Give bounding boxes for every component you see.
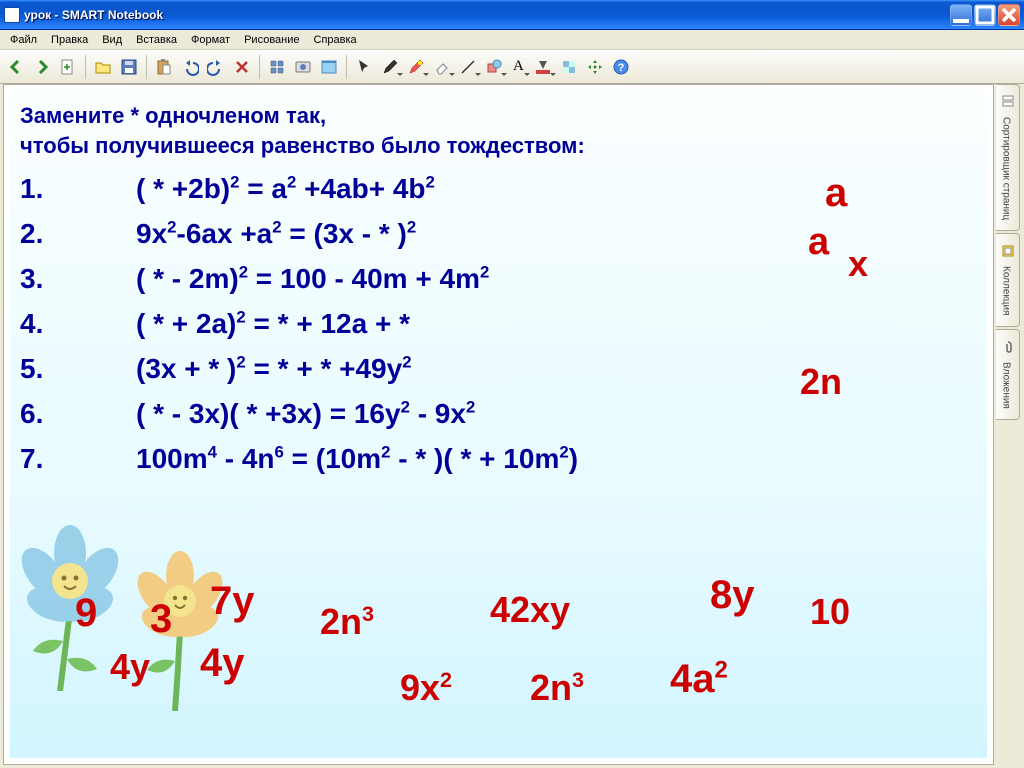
equation-row[interactable]: 2.9x2-6ax +a2 = (3x - * )2 bbox=[20, 218, 416, 250]
delete-button[interactable] bbox=[230, 55, 254, 79]
equation-row[interactable]: 6.( * - 3x)( * +3x) = 16y2 - 9x2 bbox=[20, 398, 475, 430]
next-page-button[interactable] bbox=[30, 55, 54, 79]
fill-color-button[interactable] bbox=[531, 55, 555, 79]
window-titlebar: урок - SMART Notebook bbox=[0, 0, 1024, 30]
answer-token[interactable]: 9 bbox=[75, 591, 97, 636]
line-tool-button[interactable] bbox=[456, 55, 480, 79]
eraser-button[interactable] bbox=[430, 55, 454, 79]
menu-bar: Файл Правка Вид Вставка Формат Рисование… bbox=[0, 30, 1024, 50]
app-icon bbox=[4, 7, 20, 23]
redo-button[interactable] bbox=[204, 55, 228, 79]
answer-token[interactable]: 10 bbox=[810, 591, 850, 633]
menu-view[interactable]: Вид bbox=[95, 32, 129, 48]
svg-text:?: ? bbox=[617, 62, 624, 74]
side-tab-sorter[interactable]: Сортировщик страниц bbox=[996, 84, 1020, 231]
close-button[interactable] bbox=[998, 4, 1020, 26]
menu-edit[interactable]: Правка bbox=[44, 32, 95, 48]
window-buttons bbox=[950, 4, 1020, 26]
answer-token[interactable]: 8y bbox=[710, 573, 755, 618]
save-button[interactable] bbox=[117, 55, 141, 79]
pen-tool-button[interactable] bbox=[378, 55, 402, 79]
transparency-button[interactable] bbox=[557, 55, 581, 79]
help-button[interactable]: ? bbox=[609, 55, 633, 79]
fullscreen-button[interactable] bbox=[317, 55, 341, 79]
prompt-text: Замените * одночленом так, чтобы получив… bbox=[20, 101, 585, 160]
answer-token[interactable]: 2n3 bbox=[530, 667, 584, 709]
answer-token[interactable]: 9x2 bbox=[400, 667, 452, 709]
equation-row[interactable]: 1.( * +2b)2 = a2 +4ab+ 4b2 bbox=[20, 173, 435, 205]
side-tab-attach[interactable]: Вложения bbox=[996, 329, 1020, 420]
equation-row[interactable]: 4.( * + 2a)2 = * + 12a + * bbox=[20, 308, 410, 340]
side-tab-attach-label: Вложения bbox=[1001, 362, 1012, 409]
side-tab-collection[interactable]: Коллекция bbox=[996, 233, 1020, 327]
side-tabs-panel: Сортировщик страниц Коллекция Вложения bbox=[996, 84, 1020, 765]
side-tab-sorter-label: Сортировщик страниц bbox=[1001, 117, 1012, 220]
answer-token[interactable]: 4a2 bbox=[670, 657, 728, 702]
prompt-line-2: чтобы получившееся равенство было тождес… bbox=[20, 133, 585, 158]
new-page-button[interactable] bbox=[56, 55, 80, 79]
answer-token[interactable]: 3 bbox=[150, 597, 172, 642]
prompt-line-1: Замените * одночленом так, bbox=[20, 103, 326, 128]
prev-page-button[interactable] bbox=[4, 55, 28, 79]
menu-help[interactable]: Справка bbox=[307, 32, 364, 48]
equation-row[interactable]: 7.100m4 - 4n6 = (10m2 - * )( * + 10m2) bbox=[20, 443, 578, 475]
answer-token[interactable]: a bbox=[808, 221, 829, 264]
window-title: урок - SMART Notebook bbox=[24, 8, 950, 22]
answer-token[interactable]: 2n bbox=[800, 361, 842, 403]
side-tab-collection-label: Коллекция bbox=[1001, 266, 1012, 316]
answer-token[interactable]: x bbox=[848, 243, 868, 285]
undo-button[interactable] bbox=[178, 55, 202, 79]
pointer-tool-button[interactable] bbox=[352, 55, 376, 79]
menu-format[interactable]: Формат bbox=[184, 32, 237, 48]
toolbar: A ? bbox=[0, 50, 1024, 84]
menu-insert[interactable]: Вставка bbox=[129, 32, 184, 48]
answer-token[interactable]: 4y bbox=[110, 646, 150, 688]
paste-button[interactable] bbox=[152, 55, 176, 79]
equation-row[interactable]: 3.( * - 2m)2 = 100 - 40m + 4m2 bbox=[20, 263, 489, 295]
equation-row[interactable]: 5.(3x + * )2 = * + * +49y2 bbox=[20, 353, 412, 385]
answer-token[interactable]: 7y bbox=[210, 579, 255, 624]
minimize-button[interactable] bbox=[950, 4, 972, 26]
slide-canvas[interactable]: Замените * одночленом так, чтобы получив… bbox=[10, 91, 987, 758]
shape-tool-button[interactable] bbox=[482, 55, 506, 79]
answer-token[interactable]: 4y bbox=[200, 641, 245, 686]
show-hide-button[interactable] bbox=[265, 55, 289, 79]
menu-draw[interactable]: Рисование bbox=[237, 32, 306, 48]
move-toolbar-button[interactable] bbox=[583, 55, 607, 79]
screen-capture-button[interactable] bbox=[291, 55, 315, 79]
maximize-button[interactable] bbox=[974, 4, 996, 26]
answer-token[interactable]: 42xy bbox=[490, 589, 570, 631]
creative-pen-button[interactable] bbox=[404, 55, 428, 79]
answer-token[interactable]: 2n3 bbox=[320, 601, 374, 643]
answer-token[interactable]: a bbox=[825, 171, 847, 216]
text-tool-button[interactable]: A bbox=[508, 55, 529, 79]
open-button[interactable] bbox=[91, 55, 115, 79]
menu-file[interactable]: Файл bbox=[3, 32, 44, 48]
work-area: Замените * одночленом так, чтобы получив… bbox=[3, 84, 994, 765]
